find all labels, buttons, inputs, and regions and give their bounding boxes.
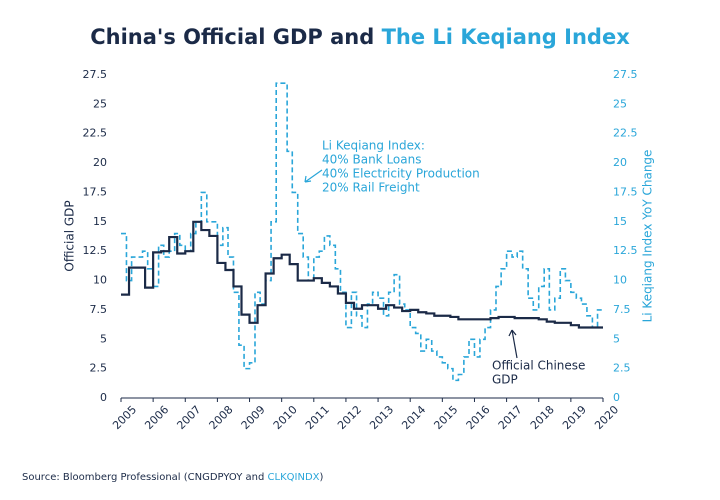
source-part: Source: Bloomberg Professional (CNGDPYOY…: [22, 472, 268, 483]
arrow: [508, 329, 518, 359]
x-tick-label: 2007: [174, 403, 203, 432]
source-part: CLKQINDX: [268, 472, 320, 483]
y2-tick-label: 10: [613, 274, 627, 287]
y-tick-label: 12.5: [83, 244, 108, 257]
y2-tick-label: 15: [613, 215, 627, 228]
x-tick-label: 2015: [431, 403, 460, 432]
y-tick-label: 20: [93, 156, 107, 169]
x-tick-label: 2005: [110, 403, 139, 432]
y2-tick-label: 27.5: [613, 68, 638, 81]
arrows: [304, 169, 518, 359]
source: Source: Bloomberg Professional (CNGDPYOY…: [22, 472, 324, 483]
y2-tick-label: 2.5: [613, 362, 631, 375]
y-tick-label: 10: [93, 274, 107, 287]
x-tick-label: 2012: [335, 403, 364, 432]
x-tick-label: 2017: [496, 403, 525, 432]
y-tick-label: 0: [100, 391, 107, 404]
y-tick-label: 5: [100, 332, 107, 345]
y-tick-label: 25: [93, 97, 107, 110]
x-tick-label: 2020: [592, 403, 621, 432]
x-tick-label: 2014: [399, 403, 428, 432]
y-tick-label: 2.5: [90, 362, 108, 375]
y2-tick-label: 17.5: [613, 185, 638, 198]
annotation: GDP: [492, 373, 518, 387]
y2-tick-label: 12.5: [613, 244, 638, 257]
y-tick-label: 7.5: [90, 303, 108, 316]
y-tick-label: 22.5: [83, 127, 108, 140]
annotation: 20% Rail Freight: [322, 181, 420, 195]
y2-tick-label: 22.5: [613, 127, 638, 140]
x-tick-label: 2019: [560, 403, 589, 432]
title-part: The Li Keqiang Index: [382, 25, 631, 49]
y2-axis-label: Li Keqiang Index YoY Change: [641, 150, 655, 323]
x-tick-label: 2018: [528, 403, 557, 432]
x-tick-label: 2016: [464, 403, 493, 432]
y-tick-label: 27.5: [83, 68, 108, 81]
annotation: 40% Bank Loans: [322, 153, 421, 167]
x-tick-label: 2013: [367, 403, 396, 432]
y2-tick-label: 0: [613, 391, 620, 404]
x-tick-label: 2008: [207, 403, 236, 432]
y2-tick-label: 5: [613, 332, 620, 345]
y2-tick-label: 20: [613, 156, 627, 169]
y-tick-label: 15: [93, 215, 107, 228]
chart-title: China's Official GDP and The Li Keqiang …: [90, 25, 630, 49]
annotation: 40% Electricity Production: [322, 167, 480, 181]
annotation: Li Keqiang Index:: [322, 139, 425, 153]
annotation: Official Chinese: [492, 359, 585, 373]
source-part: ): [320, 472, 324, 483]
x-tick-label: 2011: [303, 403, 332, 432]
y-tick-label: 17.5: [83, 185, 108, 198]
y2-tick-label: 7.5: [613, 303, 631, 316]
arrow: [304, 169, 323, 183]
x-tick-label: 2009: [239, 403, 268, 432]
series-line: [121, 82, 603, 382]
x-tick-label: 2010: [271, 403, 300, 432]
x-tick-label: 2006: [142, 403, 171, 432]
y-axis-label: Official GDP: [63, 200, 77, 271]
title-part: China's Official GDP and: [90, 25, 381, 49]
series-line: [121, 220, 603, 329]
y2-tick-label: 25: [613, 97, 627, 110]
